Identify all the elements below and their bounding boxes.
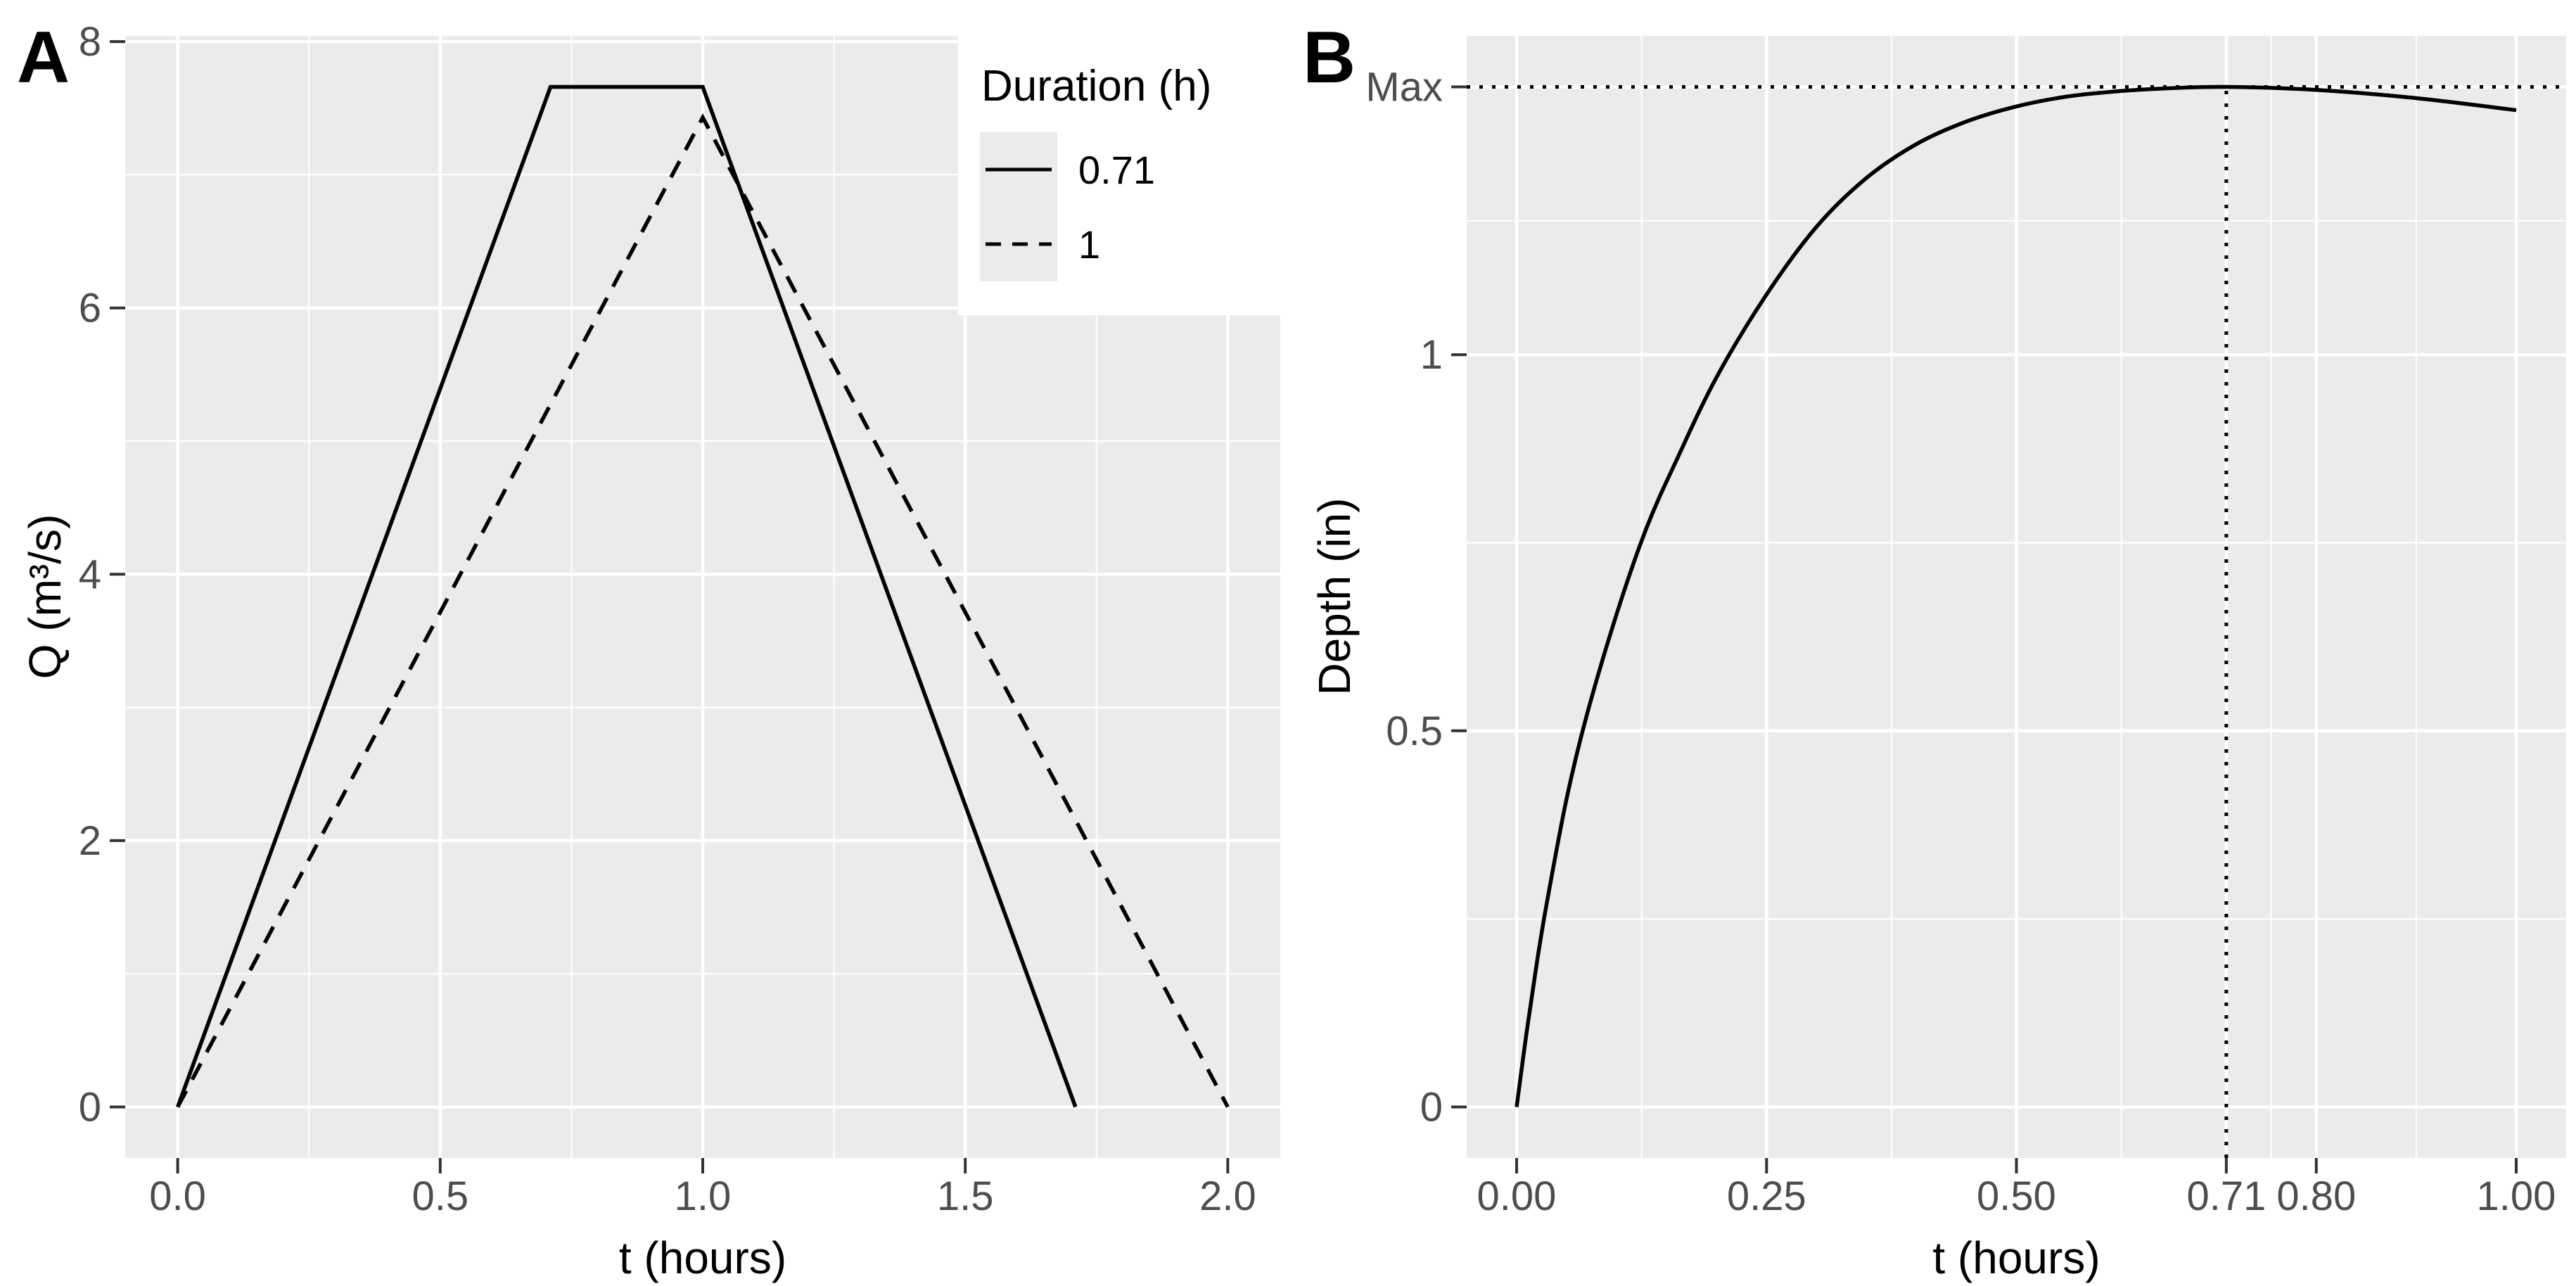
panel-a-x-tick-label: 0.5 (412, 1173, 468, 1219)
legend-key-solid (980, 132, 1057, 207)
panel-a-y-tick-label: 2 (79, 818, 101, 864)
panel-a-y-tick-label: 4 (79, 552, 101, 597)
legend: Duration (h) 0.71 1 (958, 20, 1284, 315)
panel-a-x-tick-label: 1.0 (675, 1173, 732, 1219)
legend-label-duration-1: 1 (1078, 222, 1101, 267)
panel-b-x-tick-label: 0.50 (1977, 1173, 2056, 1219)
panel-a-series-line-0.71 (176, 84, 1078, 1108)
panel-a-letter: A (17, 17, 70, 98)
panel-b-series-line-depth (1515, 84, 2517, 1107)
panel-a-y-axis-title: Q (m³/s) (20, 514, 70, 680)
panel-b-x-tick-label: 0.71 (2186, 1173, 2266, 1219)
legend-label-duration-0-71: 0.71 (1078, 147, 1155, 192)
panel-b-x-tick-label: 0.00 (1477, 1173, 1557, 1219)
panel-b-x-tick-label: 1.00 (2477, 1173, 2556, 1219)
panel-a-x-tick-label: 2.0 (1199, 1173, 1256, 1219)
panel-b-y-tick-label: 1 (1420, 332, 1443, 378)
panel-b-y-tick-label: 0.5 (1386, 708, 1443, 754)
legend-key-dashed (980, 207, 1057, 281)
panel-a-x-axis-title: t (hours) (618, 1233, 787, 1283)
panel-a-y-tick-label: 6 (79, 286, 101, 331)
panel-b-x-axis-title: t (hours) (1932, 1233, 2100, 1283)
panel-b-x-tick-label: 0.25 (1727, 1173, 1806, 1219)
panel-b-y-tick-label: Max (1365, 65, 1443, 110)
solid-line-key-icon (986, 167, 1052, 172)
panel-b-y-tick-label: 0 (1420, 1085, 1443, 1131)
panel-a-y-tick-label: 8 (79, 19, 101, 65)
panel-a-y-tick-label: 0 (79, 1085, 101, 1131)
panel-a-x-tick-label: 1.5 (937, 1173, 994, 1219)
dashed-line-key-icon (986, 242, 1052, 246)
panel-a-series-line-1 (176, 113, 1230, 1108)
panel-b-x-tick-label: 0.80 (2276, 1173, 2356, 1219)
panel-b-y-axis-title: Depth (in) (1309, 497, 1360, 696)
panel-b-plot: 0.00 0.25 0.50 0.71 0.80 1.00 0 0.5 1 Max (1365, 36, 2566, 1219)
panel-b-letter: B (1303, 17, 1356, 98)
panel-a-x-tick-label: 0.0 (149, 1173, 206, 1219)
legend-title: Duration (h) (981, 62, 1212, 110)
